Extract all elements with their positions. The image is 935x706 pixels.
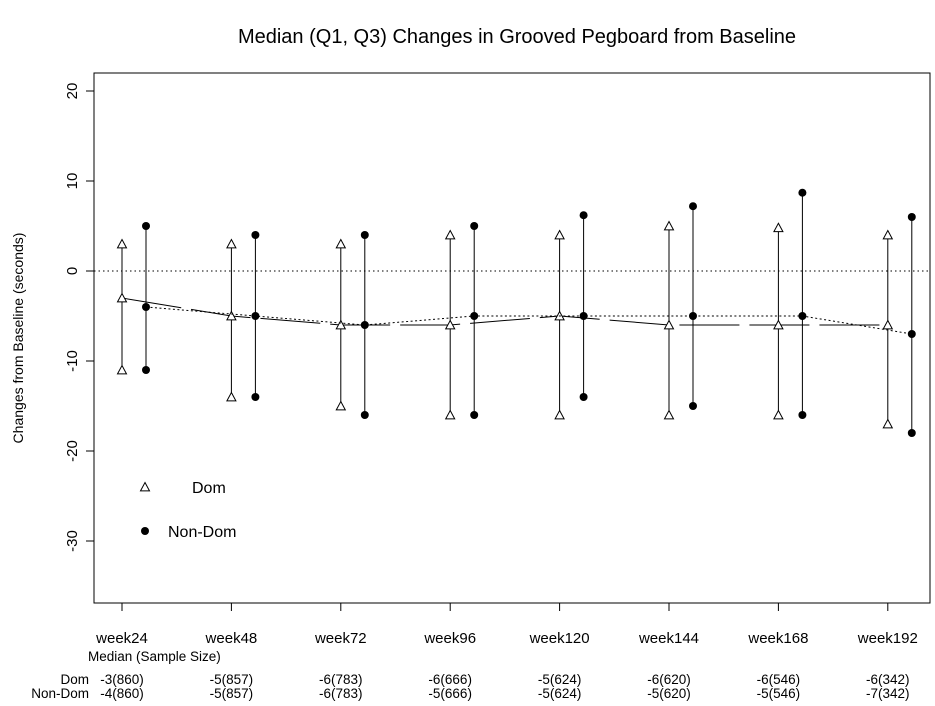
y-tick-label: 10 [64,173,81,190]
table-cell: -6(620) [647,672,691,687]
median-point [579,312,588,320]
median-point [470,312,479,320]
q3-point [554,229,565,240]
legend-triangle-marker [139,481,151,492]
median-point [907,330,916,338]
x-tick-label: week24 [95,630,148,647]
median-point [882,319,894,330]
q3-point [773,222,784,233]
median-point [444,319,456,330]
q1-point [554,409,565,420]
table-row-label: Dom [60,672,89,687]
q3-point [689,202,697,211]
table-cell: -6(666) [428,672,472,687]
x-tick-label: week192 [857,630,918,647]
x-tick-label: week48 [205,630,258,647]
q1-point [882,418,894,429]
x-tick-label: week144 [638,630,699,647]
q1-point [226,391,237,402]
median-point [689,312,697,320]
table-cell: -5(857) [210,672,254,687]
q1-point [689,402,697,410]
median-point [798,312,807,320]
median-point [773,319,784,330]
q1-point [907,429,916,437]
table-cell: -5(666) [428,686,472,701]
y-axis: 20 10 0 -10 -20 -30 [64,83,94,552]
table-cell: -7(342) [866,686,910,701]
q1-point [663,409,675,420]
q3-point [579,211,588,220]
q3-point [116,238,128,249]
median-point [251,312,260,320]
median-point [226,310,237,321]
legend: Dom Non-Dom [139,480,236,541]
q3-point [907,213,916,221]
q3-point [251,231,260,239]
table-cell: -4(860) [100,686,144,701]
q3-point [142,222,150,230]
q1-point [360,411,369,419]
series-dom [116,220,894,429]
table-cell: -5(620) [647,686,691,701]
q3-point [470,222,479,230]
q1-point [116,364,128,375]
q3-point [798,188,807,197]
q1-point [773,409,784,420]
median-point [116,292,128,303]
table-cell: -6(783) [319,672,363,687]
median-point [335,319,347,330]
q1-point [579,393,588,401]
q3-point [444,229,456,240]
y-axis-label: Changes from Baseline (seconds) [10,233,26,444]
table-row-label: Non-Dom [31,686,89,701]
q1-point [335,400,347,411]
table-cell: -5(546) [757,686,801,701]
x-tick-label: week168 [747,630,808,647]
table-caption: Median (Sample Size) [88,649,221,664]
q1-point [444,409,456,420]
legend-label-dom: Dom [192,480,226,497]
y-tick-label: -30 [64,530,81,552]
plot-frame [93,72,931,604]
x-tick-label: week120 [529,630,590,647]
chart-title: Median (Q1, Q3) Changes in Grooved Pegbo… [238,26,796,48]
median-line [145,306,912,335]
sample-size-table: Dom -3(860) -5(857) -6(783) -6(666) -5(624) -6… [31,672,909,701]
y-tick-label: -10 [64,350,81,372]
table-cell: -6(783) [319,686,363,701]
median-point [142,303,150,311]
q3-point [882,229,894,240]
y-tick-label: -20 [64,440,81,462]
y-tick-label: 0 [64,267,81,275]
median-point [663,319,675,330]
q1-point [470,411,479,419]
legend-circle-marker [141,527,149,535]
table-cell: -5(857) [210,686,254,701]
series-non-dom [142,188,916,437]
q3-point [335,238,347,249]
q3-point [663,220,675,231]
table-cell: -6(546) [757,672,801,687]
q1-point [142,366,150,374]
q1-point [798,411,807,419]
q1-point [251,393,260,401]
series-layer [116,188,916,437]
table-cell: -5(624) [538,686,582,701]
y-tick-label: 20 [64,83,81,100]
q3-point [360,231,369,239]
q3-point [226,238,237,249]
table-cell: -6(342) [866,672,910,687]
x-tick-label: week72 [314,630,367,647]
median-point [360,321,369,329]
x-tick-label: week96 [423,630,476,647]
legend-label-non-dom: Non-Dom [168,524,236,541]
table-cell: -5(624) [538,672,582,687]
x-axis: week24 week48 week72 week96 week120 week144 we… [95,603,918,647]
table-cell: -3(860) [100,672,144,687]
median-line [121,297,888,326]
